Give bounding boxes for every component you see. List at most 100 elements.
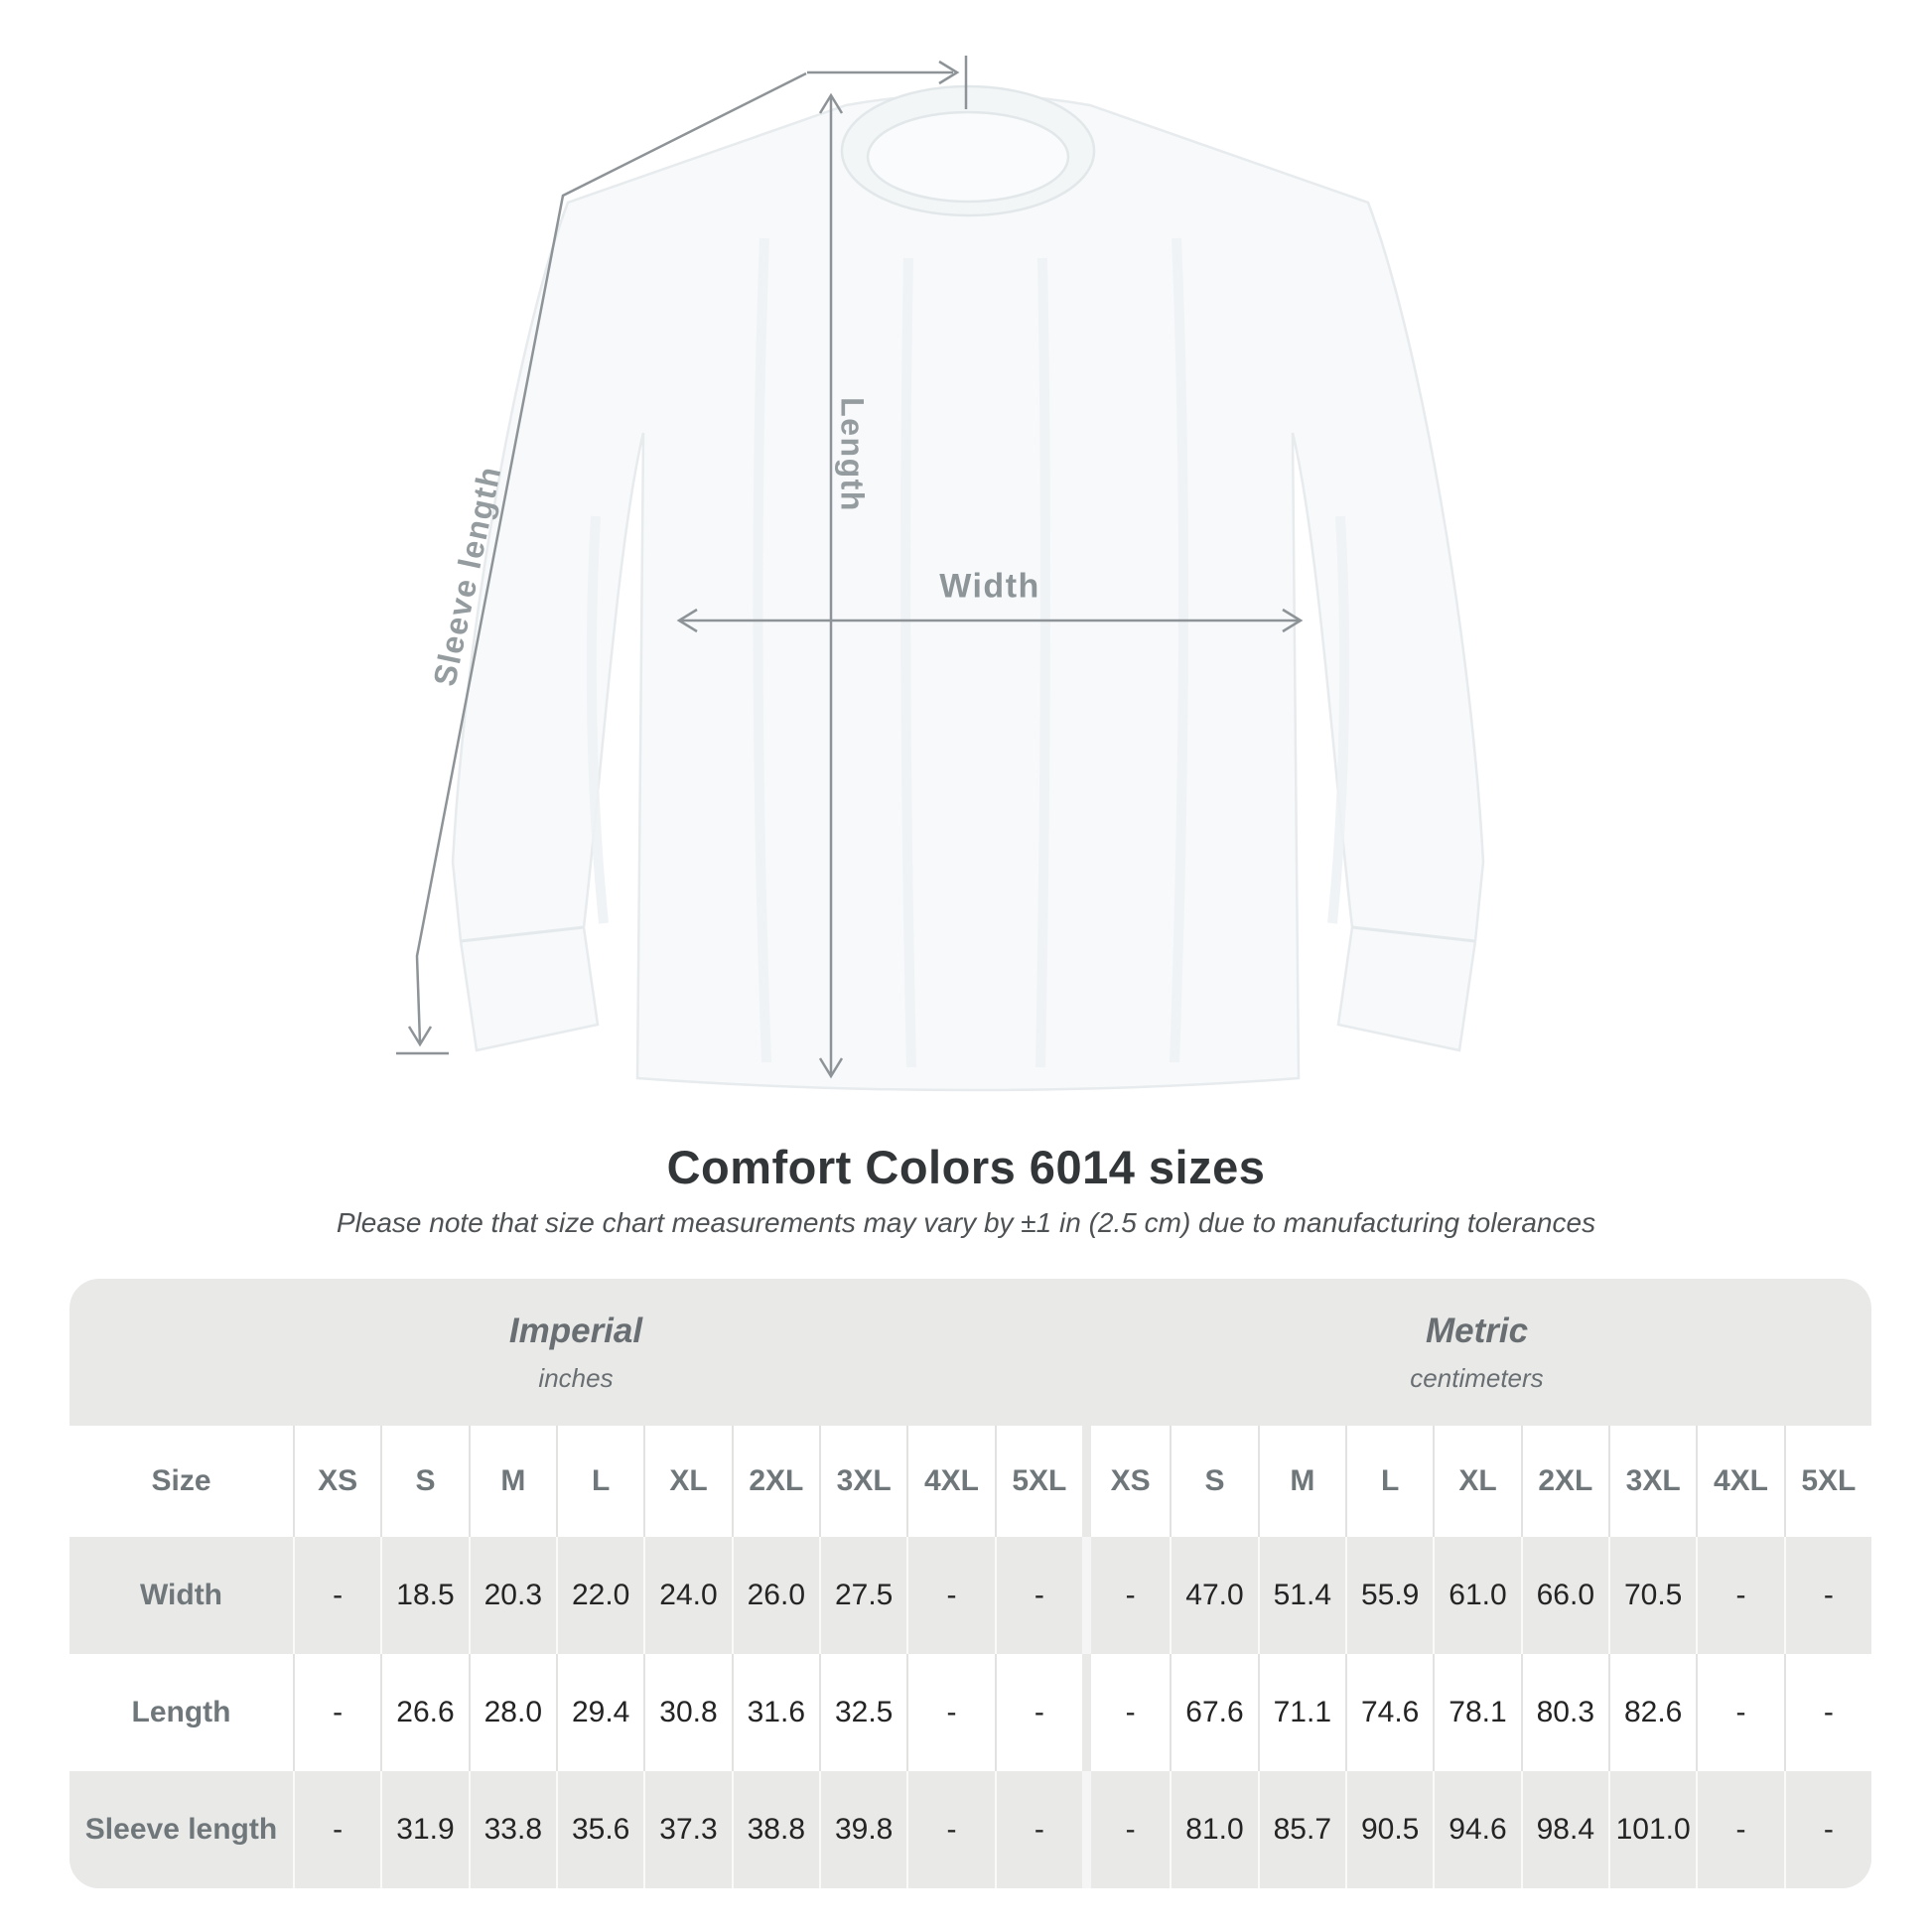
value-cell: 29.4 [556,1654,644,1771]
size-header-cell: 5XL [1783,1426,1871,1537]
value-cell: 24.0 [643,1537,732,1654]
size-header-cell: 3XL [819,1426,907,1537]
value-cell: - [994,1537,1082,1654]
sleeve-measure-line [415,71,807,1043]
value-cell: 26.6 [380,1654,469,1771]
size-header-cell: L [556,1426,644,1537]
shirt-measurement-figure: Length Width Sleeve length [396,56,1485,1092]
size-header-cell: 5XL [994,1426,1082,1537]
value-cell: 31.9 [380,1771,469,1888]
value-cell: - [1082,1771,1171,1888]
value-cell: - [906,1537,995,1654]
size-header-cell: 4XL [906,1426,995,1537]
value-cell: - [906,1654,995,1771]
value-cell: 55.9 [1345,1537,1434,1654]
value-cell: 32.5 [819,1654,907,1771]
value-cell: 27.5 [819,1537,907,1654]
size-header-cell: 3XL [1608,1426,1697,1537]
size-header-cell: XS [293,1426,381,1537]
value-cell: 38.8 [731,1771,819,1888]
down-arrowhead-icon [407,1026,433,1047]
left-arrowhead-icon [676,608,698,633]
value-cell: - [1696,1537,1784,1654]
size-header-cell: 2XL [1520,1426,1608,1537]
value-cell: 51.4 [1257,1537,1345,1654]
tolerance-note: Please note that size chart measurements… [336,1207,1596,1238]
value-cell: 22.0 [556,1537,644,1654]
value-cell: - [1783,1537,1871,1654]
shirt-silhouette [451,92,1485,1092]
value-cell: - [293,1537,381,1654]
value-cell: 31.6 [731,1654,819,1771]
collar [840,84,1096,217]
size-table: Imperial inches Metric centimeters Size XS S M L… [69,1279,1871,1888]
shirt-illustration [396,56,1485,1092]
value-cell: - [1696,1771,1784,1888]
unit-group-unit: inches [538,1362,614,1393]
fabric-folds [586,237,1350,1068]
value-cell: 81.0 [1170,1771,1258,1888]
value-cell: - [1082,1537,1171,1654]
right-arrowhead-icon [938,60,960,85]
value-cell: - [1696,1654,1784,1771]
size-header-cell: L [1345,1426,1434,1537]
value-cell: - [1783,1654,1871,1771]
unit-group-header: Imperial inches [69,1279,1082,1426]
value-cell: 33.8 [468,1771,556,1888]
value-cell: 30.8 [643,1654,732,1771]
value-cell: 101.0 [1608,1771,1697,1888]
size-header-cell: XL [1433,1426,1521,1537]
size-header-cell: M [468,1426,556,1537]
value-cell: 28.0 [468,1654,556,1771]
value-cell: 39.8 [819,1771,907,1888]
value-cell: 35.6 [556,1771,644,1888]
value-cell: 18.5 [380,1537,469,1654]
size-header-cell: 2XL [731,1426,819,1537]
value-cell: 61.0 [1433,1537,1521,1654]
value-cell: 70.5 [1608,1537,1697,1654]
size-column-header: Size [69,1426,293,1537]
size-header-cell: XL [643,1426,732,1537]
width-label: Width [939,567,1040,606]
value-cell: 74.6 [1345,1654,1434,1771]
value-cell: - [906,1771,995,1888]
value-cell: 82.6 [1608,1654,1697,1771]
size-header-cell: S [1170,1426,1258,1537]
value-cell: - [293,1771,381,1888]
right-arrowhead-icon [1282,608,1304,633]
value-cell: - [1082,1654,1171,1771]
unit-group-name: Imperial [508,1311,643,1350]
unit-group-unit: centimeters [1410,1362,1544,1393]
page-title: Comfort Colors 6014 sizes [666,1141,1266,1193]
size-header-cell: M [1257,1426,1345,1537]
size-header-cell: 4XL [1696,1426,1784,1537]
value-cell: 78.1 [1433,1654,1521,1771]
row-label: Width [69,1537,293,1654]
value-cell: 26.0 [731,1537,819,1654]
value-cell: 66.0 [1520,1537,1608,1654]
value-cell: 85.7 [1257,1771,1345,1888]
row-label: Sleeve length [69,1771,293,1888]
length-label: Length [834,397,871,512]
up-arrowhead-icon [818,92,844,114]
value-cell: 67.6 [1170,1654,1258,1771]
value-cell: - [1783,1771,1871,1888]
unit-group-header: Metric centimeters [1082,1279,1871,1426]
unit-group-name: Metric [1425,1311,1529,1350]
down-arrowhead-icon [818,1057,844,1079]
value-cell: 71.1 [1257,1654,1345,1771]
value-cell: - [994,1771,1082,1888]
value-cell: 90.5 [1345,1771,1434,1888]
value-cell: 47.0 [1170,1537,1258,1654]
value-cell: - [293,1654,381,1771]
value-cell: 20.3 [468,1537,556,1654]
value-cell: 80.3 [1520,1654,1608,1771]
value-cell: - [994,1654,1082,1771]
size-header-cell: S [380,1426,469,1537]
cuff-seams [460,925,1476,943]
row-label: Length [69,1654,293,1771]
value-cell: 37.3 [643,1771,732,1888]
size-header-cell: XS [1082,1426,1171,1537]
value-cell: 98.4 [1520,1771,1608,1888]
value-cell: 94.6 [1433,1771,1521,1888]
